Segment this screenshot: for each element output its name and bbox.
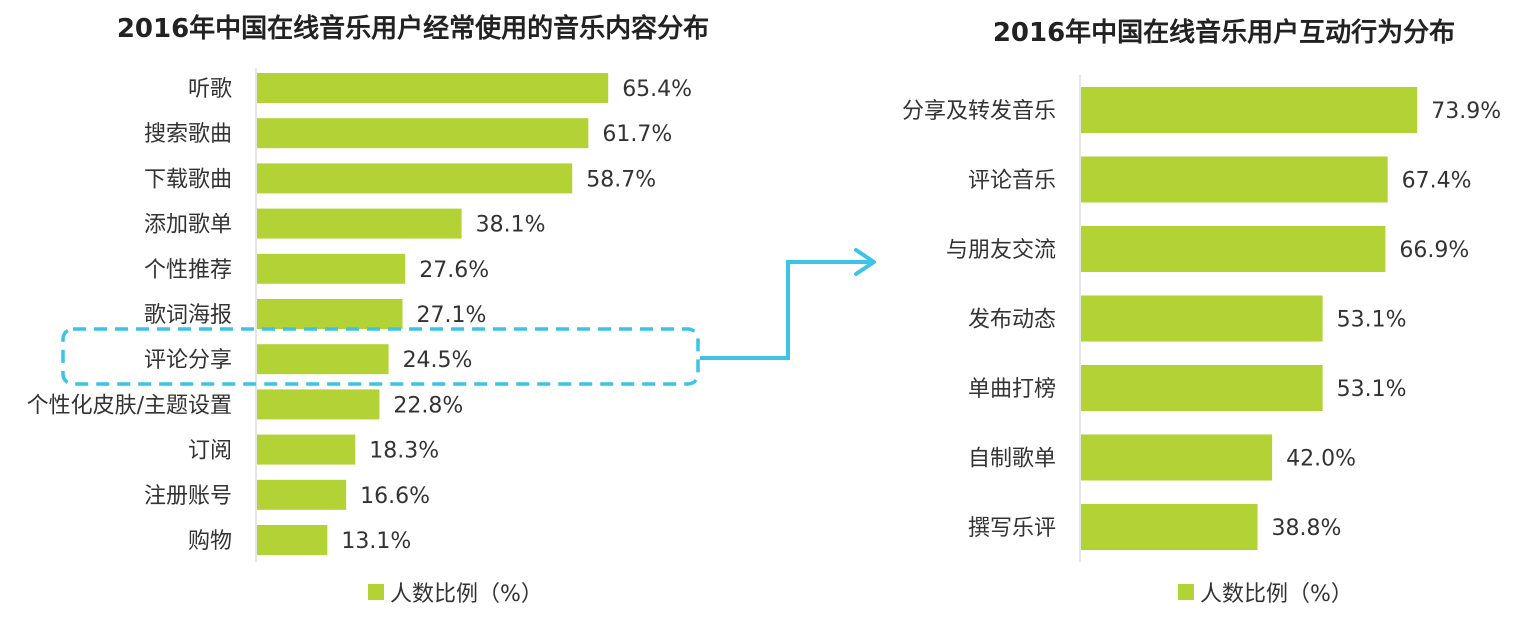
- right-chart-title: 2016年中国在线音乐用户互动行为分布: [993, 17, 1455, 48]
- right-category-label: 撰写乐评: [968, 516, 1056, 541]
- left-category-label: 订阅: [188, 439, 232, 464]
- highlight-layer: [61, 248, 876, 386]
- left-bar: [257, 299, 403, 329]
- left-category-label: 购物: [188, 529, 232, 554]
- left-bar: [257, 479, 347, 510]
- left-bar: [257, 389, 380, 420]
- right-bar: [1081, 365, 1323, 411]
- right-legend-label: 人数比例（%）: [1200, 582, 1353, 607]
- right-category-label: 与朋友交流: [946, 238, 1056, 263]
- left-bar: [257, 208, 462, 239]
- right-legend-swatch: [1178, 584, 1194, 600]
- right-value-label: 66.9%: [1399, 238, 1469, 263]
- left-bar: [257, 118, 589, 149]
- left-value-label: 38.1%: [476, 213, 546, 238]
- left-value-label: 24.5%: [403, 348, 473, 373]
- right-bar: [1081, 295, 1323, 342]
- left-value-label: 65.4%: [622, 77, 692, 102]
- left-value-label: 61.7%: [602, 122, 672, 147]
- right-category-label: 评论音乐: [968, 169, 1056, 194]
- left-bar: [257, 253, 406, 284]
- right-bar: [1081, 434, 1273, 481]
- left-category-label: 注册账号: [144, 484, 232, 509]
- left-chart-title: 2016年中国在线音乐用户经常使用的音乐内容分布: [117, 13, 709, 44]
- right-category-label: 发布动态: [968, 308, 1056, 333]
- right-value-label: 53.1%: [1337, 308, 1407, 333]
- left-category-label: 添加歌单: [144, 213, 232, 238]
- right-value-label: 38.8%: [1272, 516, 1342, 541]
- left-category-label: 歌词海报: [144, 303, 232, 328]
- left-value-label: 27.1%: [417, 303, 487, 328]
- right-value-label: 53.1%: [1337, 377, 1407, 402]
- left-category-label: 个性化皮肤/主题设置: [27, 393, 232, 418]
- left-bar: [257, 73, 609, 103]
- right-category-label: 单曲打榜: [968, 377, 1056, 402]
- left-chart: 听歌 65.4% 搜索歌曲 61.7% 下载歌曲 58.7% 添加歌单 38.1% 个性推荐 27…: [27, 68, 692, 607]
- left-category-label: 听歌: [188, 77, 232, 102]
- left-category-label: 评论分享: [144, 348, 232, 373]
- left-legend-swatch: [368, 584, 384, 600]
- connector-arrow-line: [700, 260, 872, 360]
- left-legend-label: 人数比例（%）: [390, 582, 543, 607]
- left-value-label: 13.1%: [341, 529, 411, 554]
- left-value-label: 22.8%: [393, 393, 463, 418]
- right-bar: [1081, 226, 1386, 272]
- left-category-label: 个性推荐: [144, 258, 232, 283]
- left-category-label: 搜索歌曲: [144, 122, 232, 147]
- right-category-label: 自制歌单: [968, 447, 1056, 472]
- left-value-label: 58.7%: [586, 167, 656, 192]
- right-chart: 分享及转发音乐 73.9% 评论音乐 67.4% 与朋友交流 66.9% 发布动态 53.1%…: [902, 75, 1501, 607]
- right-value-label: 73.9%: [1431, 99, 1501, 124]
- right-bar: [1081, 87, 1418, 133]
- left-bar: [257, 163, 573, 194]
- left-bar: [257, 434, 356, 465]
- left-category-label: 下载歌曲: [144, 167, 232, 192]
- left-value-label: 27.6%: [419, 258, 489, 283]
- connector-arrow-head: [854, 248, 876, 276]
- right-bar: [1081, 156, 1388, 203]
- right-bar: [1081, 504, 1258, 550]
- left-bar: [257, 525, 328, 555]
- left-value-label: 18.3%: [369, 439, 439, 464]
- highlight-box: [61, 327, 700, 386]
- right-value-label: 67.4%: [1402, 169, 1472, 194]
- left-bar: [257, 344, 389, 375]
- right-category-label: 分享及转发音乐: [902, 99, 1056, 124]
- left-value-label: 16.6%: [360, 484, 430, 509]
- right-value-label: 42.0%: [1286, 447, 1356, 472]
